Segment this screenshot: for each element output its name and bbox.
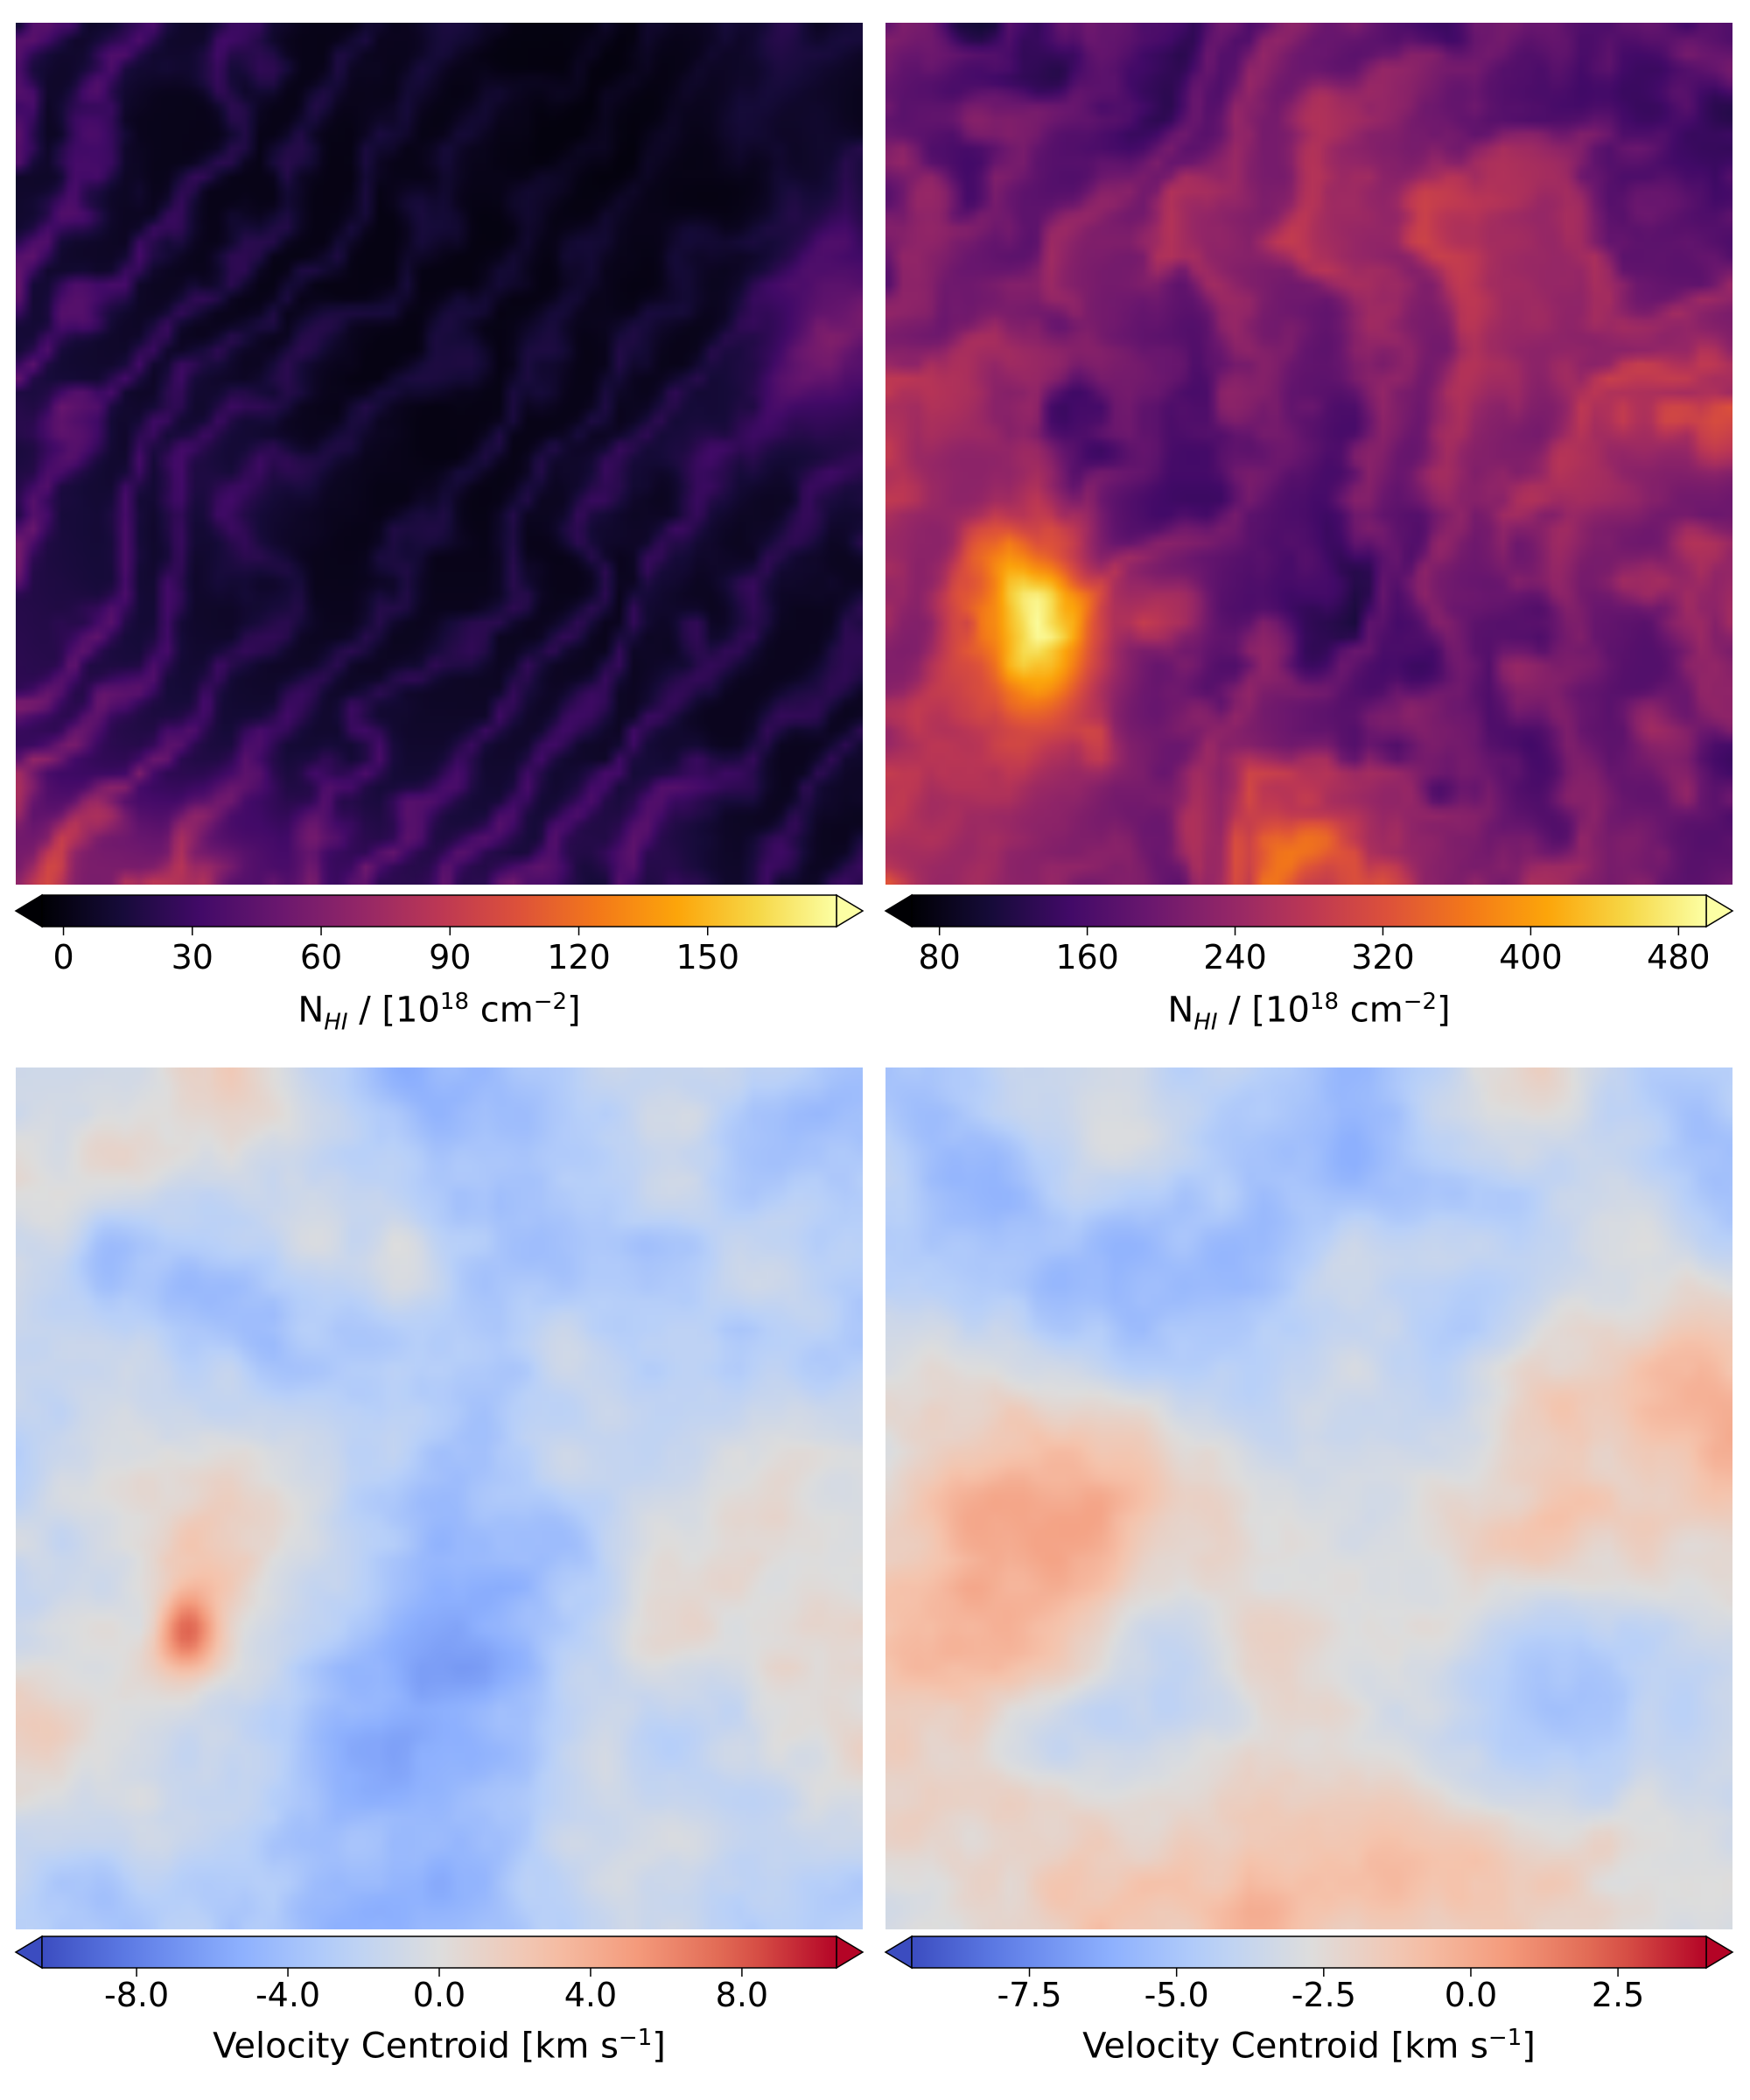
colorbar-extend-high (836, 1935, 864, 1970)
colorbar-tick-label: 120 (547, 938, 611, 976)
velocity-centroid-map-left (16, 1068, 863, 1929)
colorbar-tick-label: 80 (918, 938, 961, 976)
colorbar-extend-high (1705, 893, 1734, 928)
colorbar-tick-label: 2.5 (1591, 1976, 1645, 2014)
colorbar-tick-label: -5.0 (1144, 1976, 1209, 2014)
colorbar-label-velocity-right: Velocity Centroid [km s−1] (1082, 2025, 1536, 2067)
heatmap-image (886, 23, 1732, 885)
colorbar-tick-label: 8.0 (715, 1976, 769, 2014)
colorbar-velocity-right (884, 1935, 1734, 1977)
colorbar-ticks-velocity-left: -8.0 -4.0 0.0 4.0 8.0 (16, 1976, 863, 2020)
colorbar-extend-low (14, 1935, 43, 1970)
colorbar-extend-high (836, 893, 864, 928)
column-density-map-right (886, 23, 1732, 885)
colorbar-extend-low (14, 893, 43, 928)
colorbar-tick-label: 60 (299, 938, 343, 976)
colorbar-gradient (41, 894, 837, 928)
colorbar-gradient (911, 1936, 1707, 1969)
colorbar-tick-label: -8.0 (104, 1976, 170, 2014)
colorbar-gradient (41, 1936, 837, 1969)
colorbar-label-column-density-left: NHI / [1018 cm−2] (298, 989, 581, 1036)
colorbar-tick-label: 0 (52, 938, 74, 976)
colorbar-velocity-left (14, 1935, 864, 1977)
colorbar-tick-label: 160 (1055, 938, 1119, 976)
colorbar-tick-label: -4.0 (255, 1976, 321, 2014)
heatmap-image (16, 23, 863, 885)
heatmap-image (886, 1068, 1732, 1929)
colorbar-tick-label: 240 (1203, 938, 1267, 976)
colorbar-tick-label: 4.0 (564, 1976, 618, 2014)
colorbar-tick-label: 150 (676, 938, 740, 976)
colorbar-tick-label: 0.0 (412, 1976, 466, 2014)
colorbar-ticks-right: 80 160 240 320 400 480 (886, 938, 1732, 982)
colorbar-tick-label: 90 (429, 938, 472, 976)
colorbar-tick-label: 0.0 (1444, 1976, 1498, 2014)
colorbar-gradient (911, 894, 1707, 928)
colorbar-label-velocity-left: Velocity Centroid [km s−1] (213, 2025, 666, 2067)
colorbar-extend-low (884, 893, 913, 928)
colorbar-extend-low (884, 1935, 913, 1970)
colorbar-tick-label: 30 (171, 938, 214, 976)
velocity-centroid-map-right (886, 1068, 1732, 1929)
colorbar-tick-label: -7.5 (997, 1976, 1062, 2014)
colorbar-extend-high (1705, 1935, 1734, 1970)
column-density-map-left (16, 23, 863, 885)
colorbar-tick-label: -2.5 (1291, 1976, 1356, 2014)
colorbar-tick-label: 480 (1647, 938, 1711, 976)
heatmap-image (16, 1068, 863, 1929)
colorbar-tick-label: 320 (1351, 938, 1415, 976)
colorbar-column-density-left (14, 893, 864, 935)
colorbar-ticks-velocity-right: -7.5 -5.0 -2.5 0.0 2.5 (886, 1976, 1732, 2020)
colorbar-column-density-right (884, 893, 1734, 935)
colorbar-label-column-density-right: NHI / [1018 cm−2] (1167, 989, 1451, 1036)
colorbar-ticks-left: 0 30 60 90 120 150 (16, 938, 863, 982)
colorbar-tick-label: 400 (1499, 938, 1563, 976)
